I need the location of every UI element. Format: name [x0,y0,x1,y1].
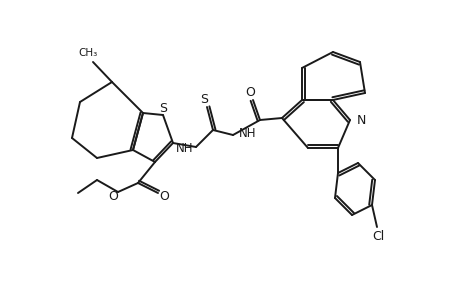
Text: CH₃: CH₃ [78,48,97,58]
Text: S: S [159,101,167,115]
Text: NH: NH [175,142,193,154]
Text: NH: NH [239,127,256,140]
Text: O: O [245,85,254,98]
Text: Cl: Cl [371,230,383,244]
Text: S: S [200,92,207,106]
Text: O: O [108,190,118,203]
Text: O: O [159,190,168,202]
Text: N: N [356,113,365,127]
